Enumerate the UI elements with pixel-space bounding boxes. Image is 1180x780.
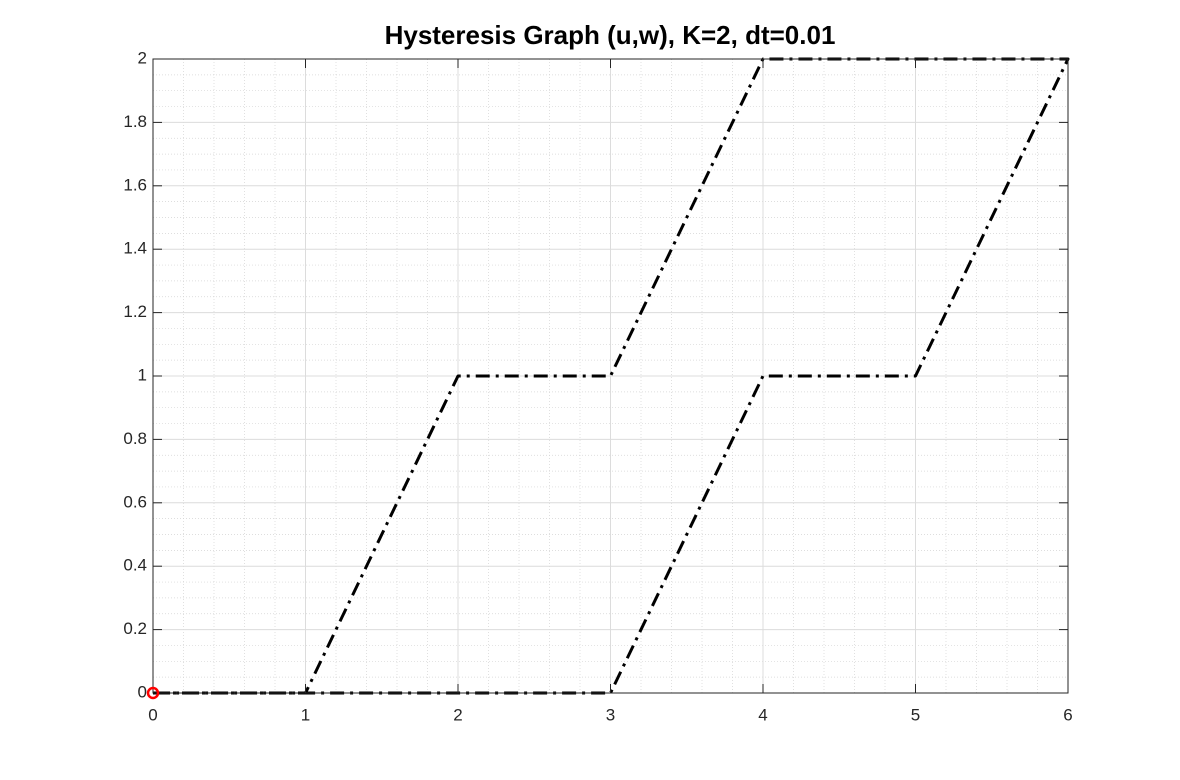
y-tick-label: 0.2 [123,619,147,638]
y-tick-label: 2 [138,48,147,67]
x-tick-label: 5 [911,705,920,724]
y-tick-label: 1.8 [123,112,147,131]
y-tick-label: 1 [138,365,147,384]
y-tick-label: 1.2 [123,302,147,321]
y-tick-label: 0.6 [123,492,147,511]
x-tick-label: 1 [301,705,310,724]
y-tick-label: 0.4 [123,556,147,575]
y-tick-label: 1.6 [123,175,147,194]
x-tick-label: 6 [1063,705,1072,724]
y-tick-label: 1.4 [123,239,147,258]
chart-title: Hysteresis Graph (u,w), K=2, dt=0.01 [385,20,836,50]
y-tick-label: 0 [138,682,147,701]
x-tick-label: 3 [606,705,615,724]
x-tick-label: 0 [148,705,157,724]
data-marker [146,686,160,700]
x-tick-label: 4 [758,705,767,724]
x-tick-label: 2 [453,705,462,724]
y-tick-label: 0.8 [123,429,147,448]
